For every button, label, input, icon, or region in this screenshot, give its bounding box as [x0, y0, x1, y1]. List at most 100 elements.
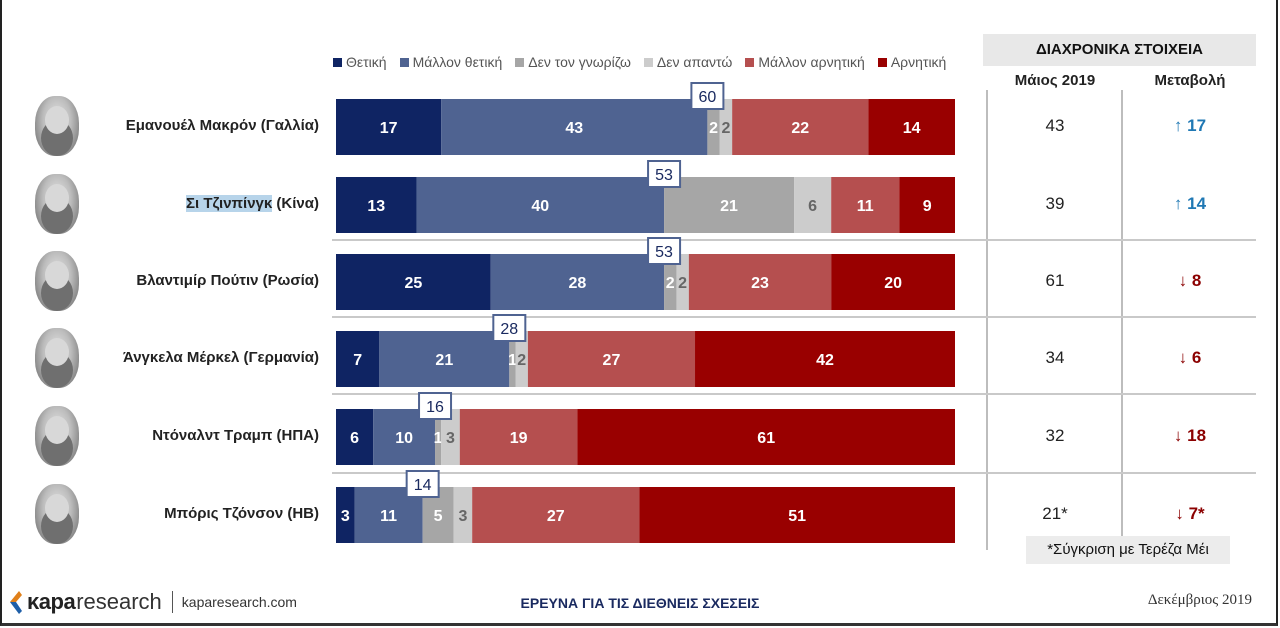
bar-segment — [509, 331, 516, 387]
bar-value-label: 43 — [565, 120, 583, 137]
change-value: ↓ 6 — [1125, 348, 1255, 368]
col-may-2019: Μάιος 2019 — [1014, 72, 1096, 89]
bar-value-label: 10 — [395, 430, 413, 447]
person-label: Βλαντιμίρ Πούτιν (Ρωσία) — [136, 272, 319, 289]
change-value: ↓ 8 — [1125, 271, 1255, 291]
legend-label: Δεν απαντώ — [656, 54, 733, 70]
person-label: Ντόναλντ Τραμπ (ΗΠΑ) — [152, 427, 319, 444]
positive-total-label: 16 — [426, 399, 444, 416]
bar-value-label: 3 — [341, 508, 350, 525]
row-separator — [332, 393, 1256, 395]
legend-item: Θετική — [333, 54, 387, 70]
portrait-photo — [35, 251, 79, 311]
bar-segment — [435, 409, 442, 465]
bar-segment — [732, 99, 869, 155]
bar-segment — [336, 254, 491, 310]
bar-value-label: 20 — [884, 275, 902, 292]
change-number: 7* — [1188, 504, 1205, 523]
bar-value-label: 2 — [709, 120, 718, 137]
change-value: ↓ 7* — [1125, 504, 1255, 524]
person-label: Μπόρις Τζόνσον (ΗΒ) — [164, 505, 319, 522]
bar-value-label: 2 — [678, 275, 687, 292]
arrow-down-icon: ↓ — [1178, 271, 1192, 290]
bar-segment — [515, 331, 528, 387]
bar-segment — [577, 409, 955, 465]
bar-value-label: 2 — [666, 275, 675, 292]
bar-segment — [336, 177, 417, 233]
col-change: Μεταβολή — [1154, 72, 1226, 89]
change-number: 14 — [1187, 194, 1207, 213]
change-number: 6 — [1191, 348, 1202, 367]
bar-segment — [441, 409, 460, 465]
bar-segment — [472, 487, 640, 543]
may-2019-value: 21* — [1042, 504, 1068, 523]
bar-value-label: 61 — [757, 430, 775, 447]
legend-swatch — [643, 57, 653, 67]
bar-value-label: 3 — [458, 508, 467, 525]
bar-value-label: 11 — [857, 198, 874, 215]
person-label-country: (Κίνα) — [272, 195, 319, 212]
portrait-photo — [35, 406, 79, 466]
bar-value-label: 25 — [404, 275, 422, 292]
positive-total-box: 60 — [690, 82, 725, 110]
may-2019-value: 32 — [1045, 426, 1065, 445]
bar-value-label: 5 — [434, 508, 443, 525]
change-number: 17 — [1187, 116, 1207, 135]
person-label: Σι Τζινπίνγκ (Κίνα) — [186, 195, 319, 212]
row-separator — [332, 239, 1256, 241]
person-label-highlight: Σι Τζινπίνγκ — [186, 195, 273, 212]
positive-total-frame — [492, 314, 527, 342]
bar-segment — [416, 177, 665, 233]
bar-segment — [336, 409, 374, 465]
change-value: ↑ 17 — [1125, 116, 1255, 136]
change-number: 18 — [1187, 426, 1207, 445]
legend-label: Δεν τον γνωρίζω — [528, 54, 631, 70]
positive-total-label: 60 — [699, 89, 717, 106]
portrait-photo — [35, 174, 79, 234]
bar-segment — [695, 331, 955, 387]
legend-swatch — [333, 57, 342, 67]
arrow-up-icon: ↑ — [1173, 116, 1188, 135]
change-value: ↓ 18 — [1125, 426, 1255, 446]
bar-value-label: 21 — [435, 352, 453, 369]
bar-segment — [794, 177, 832, 233]
trend-divider-left — [986, 90, 988, 550]
trend-divider-mid — [1121, 90, 1123, 550]
positive-total-label: 53 — [655, 244, 673, 261]
arrow-down-icon: ↓ — [1175, 504, 1189, 523]
arrow-down-icon: ↓ — [1173, 426, 1188, 445]
bar-value-label: 2 — [517, 352, 526, 369]
bar-value-label: 13 — [367, 198, 385, 215]
bar-segment — [459, 409, 578, 465]
bar-value-label: 28 — [569, 275, 587, 292]
trend-header: ΔΙΑΧΡΟΝΙΚΑ ΣΤΟΙΧΕΙΑ — [983, 34, 1256, 66]
person-label: Άνγκελα Μέρκελ (Γερμανία) — [122, 349, 319, 366]
bar-value-label: 14 — [903, 120, 921, 137]
bar-value-label: 7 — [353, 352, 362, 369]
website-link[interactable]: kaparesearch.com — [181, 594, 297, 610]
positive-total-label: 14 — [414, 477, 432, 494]
bar-value-label: 27 — [603, 352, 621, 369]
positive-total-frame — [647, 160, 682, 188]
bar-segment — [676, 254, 689, 310]
legend-label: Μάλλον αρνητική — [758, 54, 865, 70]
positive-total-label: 53 — [655, 167, 673, 184]
positive-total-frame — [690, 82, 725, 110]
bar-value-label: 11 — [380, 508, 397, 525]
logo-kapa-text: κapa — [27, 589, 76, 614]
logo-separator — [171, 591, 173, 613]
bar-segment — [664, 254, 677, 310]
portrait-photo — [35, 484, 79, 544]
positive-total-frame — [405, 470, 440, 498]
bar-segment — [899, 177, 955, 233]
portrait-photo — [35, 328, 79, 388]
bar-value-label: 22 — [791, 120, 809, 137]
bar-value-label: 9 — [923, 198, 932, 215]
bar-value-label: 27 — [547, 508, 565, 525]
bar-segment — [707, 99, 720, 155]
bar-segment — [868, 99, 955, 155]
logo-mark-icon — [10, 589, 24, 615]
bar-segment — [639, 487, 955, 543]
may-2019-value: 43 — [1045, 116, 1065, 135]
survey-date: Δεκέμβριος 2019 — [1147, 592, 1252, 608]
